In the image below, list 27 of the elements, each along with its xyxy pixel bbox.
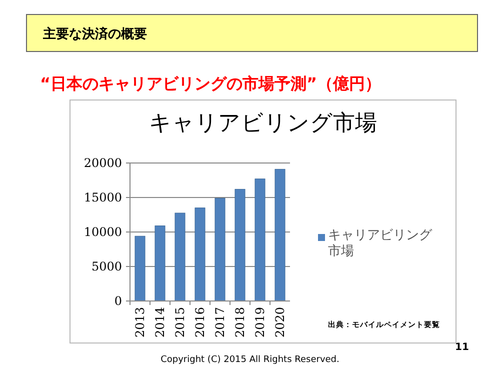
x-tick-label: 2017 [213,307,227,338]
text: Copyright (C) 2015 All Rights Reserved. [160,355,340,365]
y-tick-label: 5000 [91,260,122,274]
y-tick-label: 15000 [84,190,122,204]
bar [234,188,246,302]
x-tick-label: 2016 [193,307,207,338]
bar [274,168,286,302]
y-tick-label: 10000 [84,225,122,239]
x-tick-label: 2014 [153,306,167,338]
y-tick-label: 0 [114,294,122,308]
chart-subtitle: 主要な決済の概要 [26,14,478,52]
legend-label: キャリアビリング市場 [328,228,434,260]
x-tick-label: 2019 [253,307,267,338]
bar [154,226,166,302]
y-tick-label: 20000 [84,156,122,170]
x-tick-label: 2018 [233,307,247,338]
text: “日本のキャリアビリングの市場予測”（億円） [40,74,382,95]
x-tick-label: 2020 [273,307,287,338]
bar [134,236,146,302]
x-tick-label: 2013 [133,307,147,338]
text: 11 [455,342,469,353]
bar [174,212,186,302]
chart-title: キャリアビリング市場 [148,110,378,138]
bar [214,198,226,302]
x-tick-label: 2015 [173,307,187,338]
bar [194,208,206,302]
bar [254,178,266,302]
